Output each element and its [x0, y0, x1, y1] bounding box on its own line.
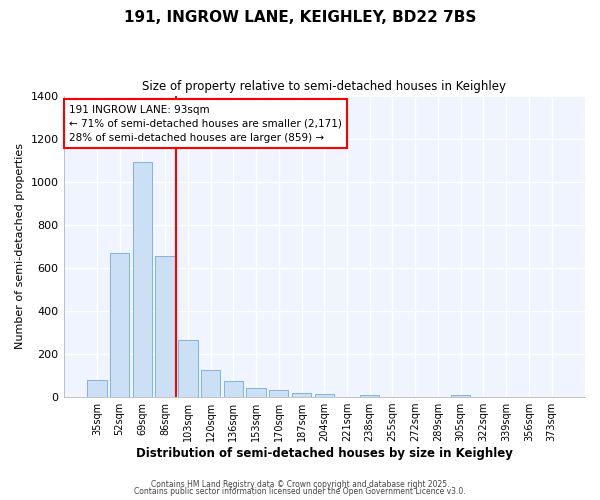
- Text: Contains public sector information licensed under the Open Government Licence v3: Contains public sector information licen…: [134, 487, 466, 496]
- Bar: [155, 256, 175, 397]
- Bar: [201, 370, 220, 397]
- Bar: [247, 388, 266, 397]
- Text: 191 INGROW LANE: 93sqm
← 71% of semi-detached houses are smaller (2,171)
28% of : 191 INGROW LANE: 93sqm ← 71% of semi-det…: [69, 104, 341, 142]
- Bar: [110, 253, 130, 397]
- Y-axis label: Number of semi-detached properties: Number of semi-detached properties: [15, 144, 25, 350]
- Text: Contains HM Land Registry data © Crown copyright and database right 2025.: Contains HM Land Registry data © Crown c…: [151, 480, 449, 489]
- Text: 191, INGROW LANE, KEIGHLEY, BD22 7BS: 191, INGROW LANE, KEIGHLEY, BD22 7BS: [124, 10, 476, 25]
- Bar: [87, 380, 107, 397]
- Bar: [314, 394, 334, 397]
- Bar: [178, 340, 197, 397]
- Bar: [269, 390, 289, 397]
- Bar: [451, 395, 470, 397]
- X-axis label: Distribution of semi-detached houses by size in Keighley: Distribution of semi-detached houses by …: [136, 447, 513, 460]
- Bar: [224, 381, 243, 397]
- Bar: [133, 162, 152, 397]
- Title: Size of property relative to semi-detached houses in Keighley: Size of property relative to semi-detach…: [142, 80, 506, 93]
- Bar: [360, 395, 379, 397]
- Bar: [292, 393, 311, 397]
